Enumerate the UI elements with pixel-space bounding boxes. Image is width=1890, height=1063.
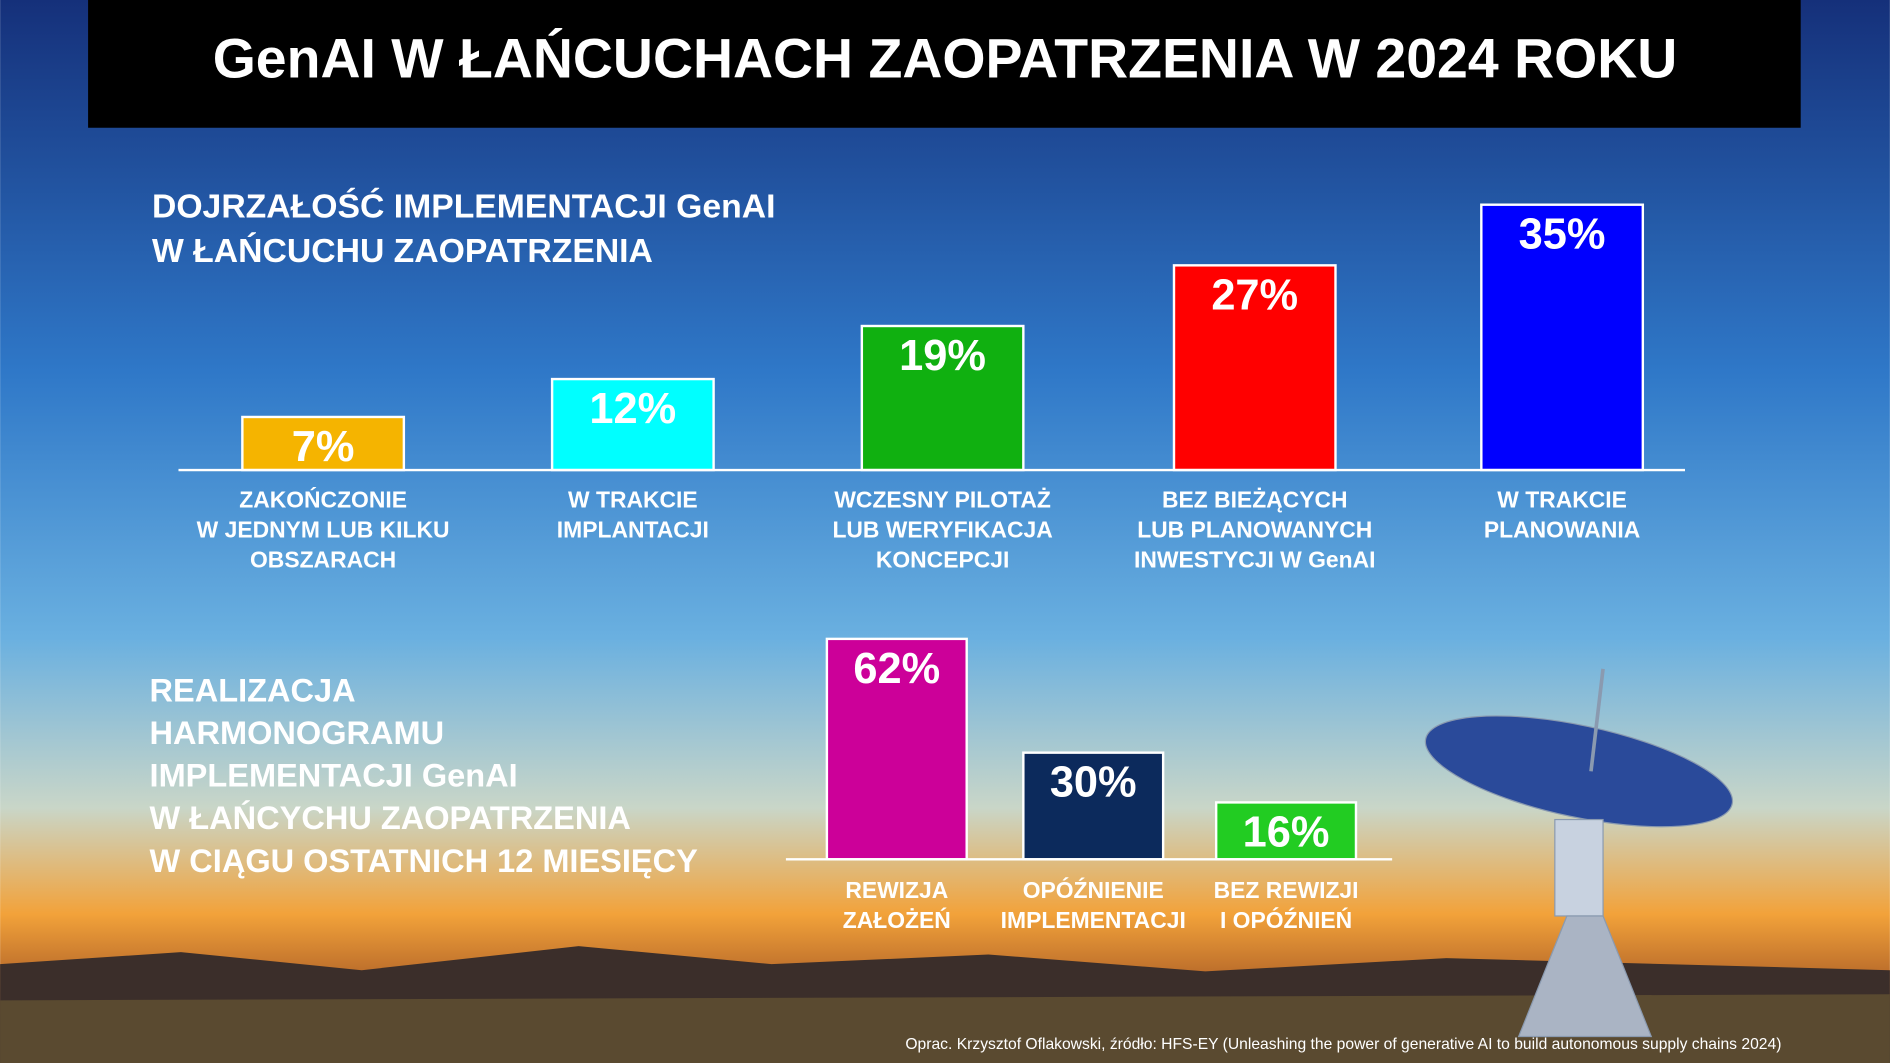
chart-title: HARMONOGRAMU <box>150 715 445 751</box>
bar <box>1022 751 1165 861</box>
chart-title: W ŁAŃCUCHU ZAOPATRZENIA <box>152 232 653 270</box>
value-label: 27% <box>1211 271 1298 319</box>
category-label: REWIZJA <box>845 877 948 903</box>
category-label: KONCEPCJI <box>876 547 1009 573</box>
category-label: LUB WERYFIKACJA <box>832 517 1052 543</box>
chart-title: REALIZACJA <box>150 673 356 709</box>
category-label: BEZ BIEŻĄCYCH <box>1162 486 1348 512</box>
category-label: IMPLANTACJI <box>557 517 709 543</box>
bar <box>1214 801 1358 861</box>
category-label: BEZ REWIZJI <box>1214 877 1359 903</box>
bar <box>1480 203 1645 472</box>
category-label: LUB PLANOWANYCH <box>1137 517 1372 543</box>
category-label: OBSZARACH <box>250 547 396 573</box>
bar <box>550 377 715 472</box>
source-note: Oprac. Krzysztof Oflakowski, źródło: HFS… <box>905 1036 1781 1053</box>
value-label: 30% <box>1050 759 1137 807</box>
page-title: GenAI W ŁAŃCUCHACH ZAOPATRZENIA W 2024 R… <box>213 27 1678 89</box>
category-label: WCZESNY PILOTAŻ <box>834 486 1050 512</box>
chart-title: W ŁAŃCYCHU ZAOPATRZENIA <box>150 799 631 836</box>
category-label: PLANOWANIA <box>1484 517 1640 543</box>
bar <box>860 324 1025 472</box>
chart-title: DOJRZAŁOŚĆ IMPLEMENTACJI GenAI <box>152 187 776 225</box>
value-label: 62% <box>853 645 940 693</box>
chart-title: IMPLEMENTACJI GenAI <box>150 758 518 794</box>
antenna <box>1424 668 1734 1038</box>
category-label: I OPÓŹNIEŃ <box>1220 907 1352 933</box>
value-label: 19% <box>899 332 986 380</box>
value-label: 16% <box>1243 808 1330 856</box>
title-bar <box>88 0 1801 128</box>
category-label: W JEDNYM LUB KILKU <box>197 517 450 543</box>
category-label: ZAŁOŻEŃ <box>843 907 951 933</box>
value-label: 7% <box>292 423 355 471</box>
category-label: ZAKOŃCZONIE <box>239 486 407 512</box>
category-label: OPÓŹNIENIE <box>1023 877 1164 903</box>
bar <box>1172 264 1337 472</box>
category-label: W TRAKCIE <box>568 486 698 512</box>
value-label: 35% <box>1519 211 1606 259</box>
category-label: INWESTYCJI W GenAI <box>1134 547 1375 573</box>
value-label: 12% <box>589 385 676 433</box>
ground <box>0 994 1890 1063</box>
category-label: W TRAKCIE <box>1497 486 1627 512</box>
chart-title: W CIĄGU OSTATNICH 12 MIESIĘCY <box>150 843 699 879</box>
category-label: IMPLEMENTACJI <box>1001 907 1186 933</box>
